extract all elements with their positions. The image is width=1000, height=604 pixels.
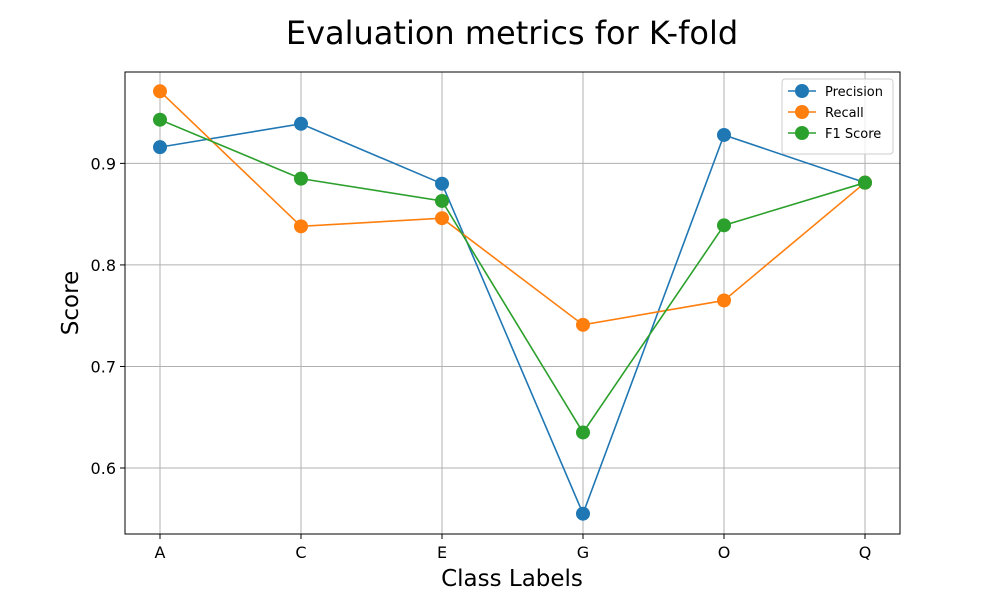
y-tick-label: 0.7: [91, 357, 116, 376]
f1-score-point: [858, 175, 872, 190]
x-tick-label: C: [295, 543, 306, 562]
legend: Precision Recall F1 Score: [781, 78, 894, 155]
precision-point: [717, 127, 731, 142]
precision-point: [576, 506, 590, 521]
legend-item-f1-score: F1 Score: [788, 126, 881, 142]
y-tick-label: 0.6: [91, 459, 116, 478]
f1-score-line: [159, 118, 866, 434]
precision-legend-marker: [795, 84, 809, 98]
recall-legend-marker: [795, 105, 809, 119]
legend-box: [781, 78, 894, 155]
series-precision: [153, 116, 872, 521]
precision-point: [294, 116, 308, 131]
plot-area-frame: [124, 71, 901, 535]
series-layer: [153, 84, 872, 521]
recall-point: [576, 317, 590, 332]
recall-point: [153, 84, 167, 99]
y-tick-label: 0.8: [91, 256, 116, 275]
f1-score-point: [717, 218, 731, 233]
y-tick-label: 0.9: [91, 154, 116, 173]
x-tick-label: O: [718, 543, 731, 562]
f1-score-point: [294, 171, 308, 186]
y-axis-label: Score: [58, 271, 84, 335]
recall-point: [717, 293, 731, 308]
x-tick-label: A: [155, 543, 166, 562]
f1-score-legend-label: F1 Score: [825, 127, 881, 142]
legend-item-precision: Precision: [788, 84, 883, 100]
axis-ticks: A C E G O Q 0.6 0.7 0.8 0.9: [91, 154, 872, 562]
f1-score-legend-marker: [795, 126, 809, 140]
precision-point: [153, 140, 167, 155]
f1-score-point: [576, 425, 590, 440]
x-tick-label: E: [437, 543, 447, 562]
recall-point: [294, 219, 308, 234]
recall-legend-label: Recall: [825, 106, 864, 121]
x-tick-label: G: [577, 543, 589, 562]
precision-point: [435, 176, 449, 191]
recall-line: [159, 90, 866, 326]
legend-item-recall: Recall: [788, 105, 864, 121]
f1-score-point: [153, 112, 167, 127]
x-axis-label: Class Labels: [441, 566, 583, 592]
precision-line: [159, 122, 866, 516]
series-recall: [153, 84, 872, 332]
precision-legend-label: Precision: [825, 85, 883, 100]
chart-title: Evaluation metrics for K-fold: [286, 14, 738, 52]
f1-score-point: [435, 193, 449, 208]
series-f1-score: [153, 112, 872, 440]
x-tick-label: Q: [859, 543, 872, 562]
recall-point: [435, 211, 449, 226]
